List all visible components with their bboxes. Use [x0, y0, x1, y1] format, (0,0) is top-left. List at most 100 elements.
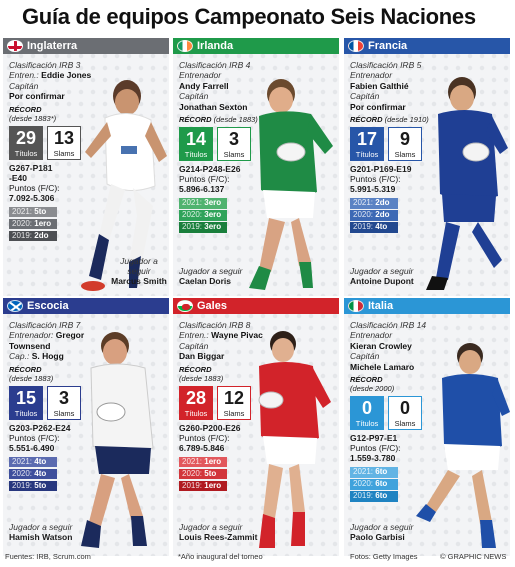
history-row: 2020: 4to [9, 468, 57, 480]
ranking: Clasificación IRB 7 [9, 320, 81, 330]
slams-count: 3 [58, 387, 69, 408]
points-value: 7.092-5.306 [9, 192, 55, 203]
history-row: 2021: 2do [350, 198, 398, 209]
player-photo [258, 331, 331, 548]
player-to-watch: Jugador a seguir Caelan Doris [179, 266, 242, 286]
footer-note: *Año inaugural del torneo [178, 552, 263, 561]
record-since: (desde 1883) [179, 373, 224, 383]
scotland-flag-icon [7, 300, 23, 312]
titles-box: 29 Títulos [9, 125, 43, 160]
history-row: 2019: 3ero [179, 222, 227, 233]
captain: Dan Biggar [179, 351, 225, 362]
coach: Eddie Jones [41, 70, 92, 81]
history-row: 2021: 3ero [179, 198, 227, 209]
history-row: 2021: 1ero [179, 456, 227, 468]
history-row: 2020: 1ero [9, 218, 57, 230]
team-header: Irlanda [173, 38, 339, 54]
player-label: Jugador a seguir [9, 522, 73, 532]
captain-label: Capitán [350, 351, 380, 362]
record-score: G214-P248-E26 [179, 164, 241, 175]
england-flag-icon [7, 40, 23, 52]
history-row: 2020: 5to [179, 468, 227, 480]
team-info: Clasificación IRB 14 Entrenador Kieran C… [350, 320, 460, 503]
team-info: Clasificación IRB 3 Entren.: Eddie Jones… [9, 60, 119, 243]
titles-box: 28 Títulos [179, 385, 213, 420]
player-to-watch: Jugador a seguir Paolo Garbisi [350, 522, 413, 542]
ranking: Clasificación IRB 4 [179, 60, 251, 70]
titles-count: 17 [356, 129, 378, 150]
captain: Michele Lamaro [350, 361, 415, 372]
record-since: (desde 2000) [350, 384, 395, 394]
player-name: Antoine Dupont [350, 276, 414, 286]
slams-label: Slams [223, 150, 245, 160]
france-flag-icon [348, 40, 364, 52]
coach-label: Entren.: [9, 70, 39, 81]
player-label: Jugador a seguir [179, 522, 243, 532]
team-header: Francia [344, 38, 510, 54]
record-label: RÉCORD [9, 104, 42, 114]
titles-label: Títulos [14, 148, 38, 158]
slams-count: 9 [399, 129, 410, 150]
coach: Kieran Crowley [350, 340, 412, 351]
titles-count: 14 [185, 129, 207, 150]
coach-label: Entrenador: [9, 330, 54, 341]
ranking: Clasificación IRB 3 [9, 60, 81, 70]
ranking: Clasificación IRB 5 [350, 60, 422, 70]
player-photo [81, 332, 154, 548]
coach-label: Entrenador [350, 70, 393, 81]
points-label: Puntos (F/C): [350, 443, 401, 454]
titles-box: 17 Títulos [350, 127, 384, 162]
history-list: 2021: 6to 2020: 6to 2019: 6to [350, 467, 460, 502]
slams-label: Slams [223, 408, 245, 418]
points-label: Puntos (F/C): [9, 182, 60, 193]
record-since: (desde 1883*) [9, 113, 57, 123]
history-row: 2019: 4to [350, 222, 398, 233]
player-label: Jugador a seguir [179, 266, 243, 276]
captain-label: Capitán [350, 91, 380, 102]
points-label: Puntos (F/C): [350, 174, 401, 185]
history-row: 2019: 6to [350, 491, 398, 502]
team-name: Gales [197, 300, 227, 312]
record-label: RÉCORD [350, 375, 383, 385]
captain: Por confirmar [9, 91, 65, 102]
history-row: 2019: 5to [9, 480, 57, 492]
team-panel-italia: Italia Clasificación IRB 14 Entrenador K… [344, 298, 510, 556]
captain-label: Capitán [9, 80, 39, 91]
page-title: Guía de equipos Campeonato Seis Naciones [22, 4, 476, 29]
player-photo [426, 77, 508, 290]
titles-count: 29 [15, 127, 37, 148]
record-since: (desde 1910) [384, 115, 429, 125]
slams-count: 3 [228, 129, 239, 150]
team-info: Clasificación IRB 4 Entrenador Andy Farr… [179, 60, 289, 234]
record-score: G12-P97-E1 [350, 433, 398, 444]
slams-label: Slams [53, 148, 75, 158]
team-panel-francia: Francia Clasificación IRB 5 Entrenador F… [344, 38, 510, 296]
history-row: 2020: 3ero [179, 210, 227, 221]
footer-photos: Fotos: Getty Images [350, 552, 418, 561]
player-name: Hamish Watson [9, 532, 73, 542]
points-value: 5.551-6.490 [9, 442, 55, 453]
italy-flag-icon [348, 300, 364, 312]
player-label: Jugador a seguir [350, 266, 414, 276]
player-name: Marcus Smith [111, 276, 167, 286]
ranking: Clasificación IRB 14 [350, 320, 427, 330]
history-list: 2021: 1ero 2020: 5to 2019: 1ero [179, 456, 289, 492]
player-photo [81, 80, 167, 291]
slams-box: 0 Slams [388, 396, 422, 431]
footer-sources: Fuentes: IRB, Scrum.com [5, 552, 91, 561]
slams-box: 12 Slams [217, 385, 251, 420]
player-photo [249, 79, 333, 290]
slams-count: 0 [399, 398, 410, 419]
slams-label: Slams [394, 150, 416, 160]
titles-count: 15 [15, 387, 37, 408]
slams-label: Slams [53, 408, 75, 418]
record-label: RÉCORD [179, 115, 212, 125]
team-panel-gales: Gales Clasificación IRB 8 Entren.: Wayne… [173, 298, 339, 556]
titles-label: Títulos [355, 150, 379, 160]
slams-box: 3 Slams [217, 127, 251, 162]
coach-label: Entren.: [179, 330, 209, 341]
history-row: 2021: 4to [9, 456, 57, 468]
team-info: Clasificación IRB 8 Entren.: Wayne Pivac… [179, 320, 289, 493]
wales-flag-icon [177, 300, 193, 312]
captain: Jonathan Sexton [179, 101, 248, 112]
